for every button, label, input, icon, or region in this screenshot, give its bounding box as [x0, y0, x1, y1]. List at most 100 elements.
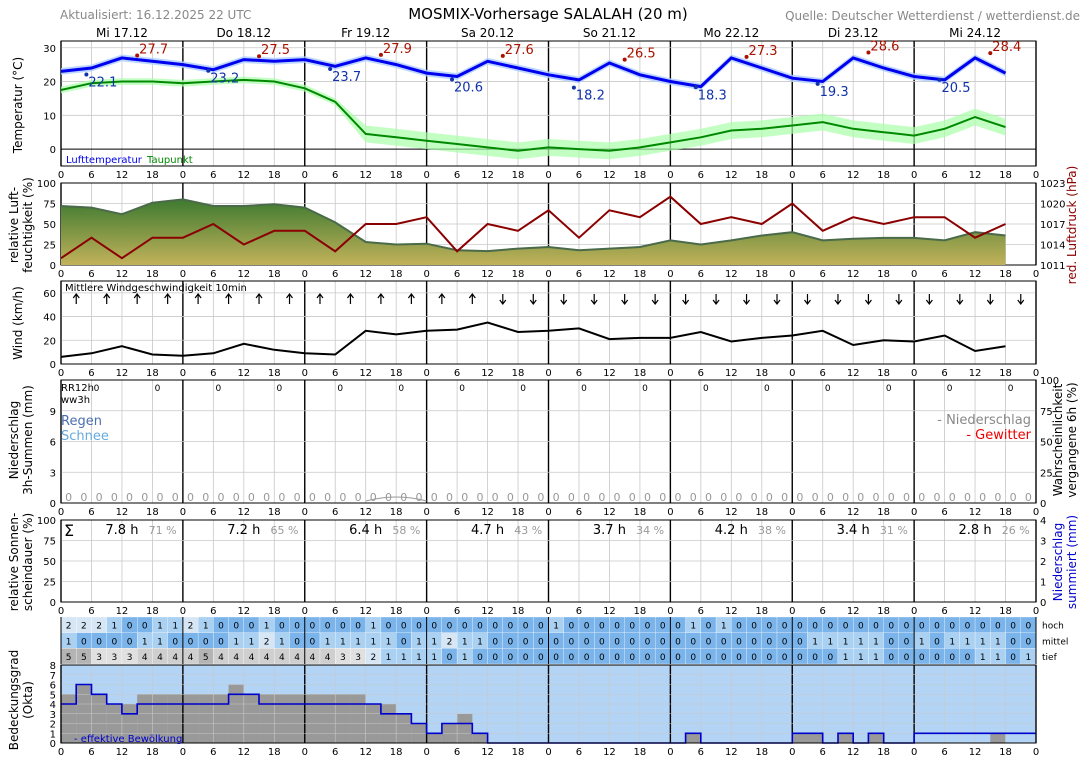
x-tick-label: 0	[667, 170, 673, 181]
y-tick-label: 50	[43, 557, 56, 568]
x-tick-label: 0	[180, 747, 186, 758]
cloud-value: 0	[568, 622, 574, 632]
precip-value: 0	[842, 491, 849, 504]
precip-value: 0	[111, 491, 118, 504]
precip-value: 0	[781, 491, 788, 504]
cloud-value: 0	[111, 637, 117, 647]
sunshine-percent: 26 %	[1002, 524, 1030, 537]
x-tick-label: 0	[911, 747, 917, 758]
precip-value: 0	[812, 491, 819, 504]
cloud-value: 0	[858, 622, 864, 632]
precip-value: 0	[461, 491, 468, 504]
day-label: Di 23.12	[828, 26, 879, 40]
x-tick-label: 12	[847, 747, 860, 758]
x-tick-label: 6	[88, 269, 94, 280]
wind-arrow	[164, 293, 172, 304]
x-tick-label: 18	[755, 368, 768, 379]
rr12h-value: 0	[947, 384, 953, 394]
cloud-value: 0	[294, 637, 300, 647]
x-tick-label: 18	[146, 368, 159, 379]
precip-value: 0	[827, 491, 834, 504]
y-tick-label: 100	[37, 179, 56, 190]
x-tick-label: 18	[755, 269, 768, 280]
x-tick-label: 0	[545, 507, 551, 518]
cloud-value: 0	[751, 637, 757, 647]
cloud-value: 1	[1026, 653, 1032, 663]
cloud-bar	[152, 694, 168, 743]
x-tick-label: 18	[755, 170, 768, 181]
y2-tick-label: 50	[1040, 438, 1053, 449]
x-tick-label: 18	[146, 507, 159, 518]
x-tick-label: 0	[911, 507, 917, 518]
rr12h-value: 0	[155, 384, 161, 394]
cloud-value: 4	[172, 653, 178, 663]
cloud-value: 1	[858, 653, 864, 663]
x-tick-label: 12	[237, 269, 250, 280]
max-temp-label: 26.5	[627, 47, 656, 62]
wind-arrow	[346, 293, 354, 304]
y-tick-label: 20	[43, 78, 56, 89]
cloud-value: 0	[568, 637, 574, 647]
day-label: Mi 17.12	[96, 26, 148, 40]
cloud-row-label: tief	[1042, 653, 1058, 663]
cloud-value: 0	[980, 622, 986, 632]
x-tick-label: 6	[210, 269, 216, 280]
precip-value: 0	[126, 491, 133, 504]
humidity-line	[60, 198, 1006, 253]
x-tick-label: 12	[725, 368, 738, 379]
y-tick-label: 30	[43, 44, 56, 55]
cloud-value: 0	[767, 653, 773, 663]
precip-value: 0	[614, 491, 621, 504]
y-tick-label: 8	[50, 661, 56, 672]
x-tick-label: 12	[116, 507, 129, 518]
x-tick-label: 12	[725, 170, 738, 181]
cloud-value: 0	[721, 653, 727, 663]
legend-precip: - Niederschlag	[937, 413, 1031, 428]
pressure-line	[60, 195, 1006, 260]
cloud-value: 1	[995, 653, 1001, 663]
x-tick-label: 12	[847, 507, 860, 518]
cloud-value: 0	[1010, 637, 1016, 647]
cloud-value: 0	[584, 637, 590, 647]
precip-value: 0	[324, 491, 331, 504]
x-tick-label: 6	[454, 368, 460, 379]
cloud-bar	[61, 694, 77, 743]
panel-border	[60, 379, 1037, 504]
rr12h-value: 0	[398, 384, 404, 394]
cloud-value: 3	[96, 653, 102, 663]
y-tick-label: 1	[50, 729, 56, 740]
x-tick-label: 0	[302, 606, 308, 617]
x-tick-label: 18	[268, 170, 281, 181]
x-tick-label: 18	[390, 368, 403, 379]
y2-tick-label: 75	[1040, 407, 1053, 418]
cloud-value: 5	[66, 653, 72, 663]
max-temp-label: 27.5	[261, 43, 290, 58]
precip-value: 0	[629, 491, 636, 504]
x-tick-label: 12	[116, 269, 129, 280]
x-tick-label: 6	[820, 747, 826, 758]
x-tick-label: 6	[698, 606, 704, 617]
x-tick-label: 12	[603, 368, 616, 379]
cloud-value: 0	[508, 653, 514, 663]
cloud-value: 0	[888, 622, 894, 632]
cloud-value: 0	[614, 637, 620, 647]
precip-value: 0	[65, 491, 72, 504]
max-marker	[378, 52, 383, 57]
x-tick-label: 0	[789, 368, 795, 379]
x-tick-label: 6	[820, 269, 826, 280]
cloud-value: 1	[553, 622, 559, 632]
x-tick-label: 12	[847, 170, 860, 181]
min-temp-label: 23.7	[332, 70, 361, 85]
cloud-value: 0	[172, 637, 178, 647]
x-tick-label: 6	[941, 606, 947, 617]
x-tick-label: 12	[725, 269, 738, 280]
cloud-value: 0	[675, 637, 681, 647]
x-tick-label: 0	[667, 507, 673, 518]
x-tick-label: 0	[302, 368, 308, 379]
precip-value: 0	[720, 491, 727, 504]
sunshine-hours: 7.8 h	[105, 523, 138, 538]
min-marker	[815, 81, 820, 86]
x-tick-label: 12	[725, 606, 738, 617]
precip-value: 0	[294, 491, 301, 504]
